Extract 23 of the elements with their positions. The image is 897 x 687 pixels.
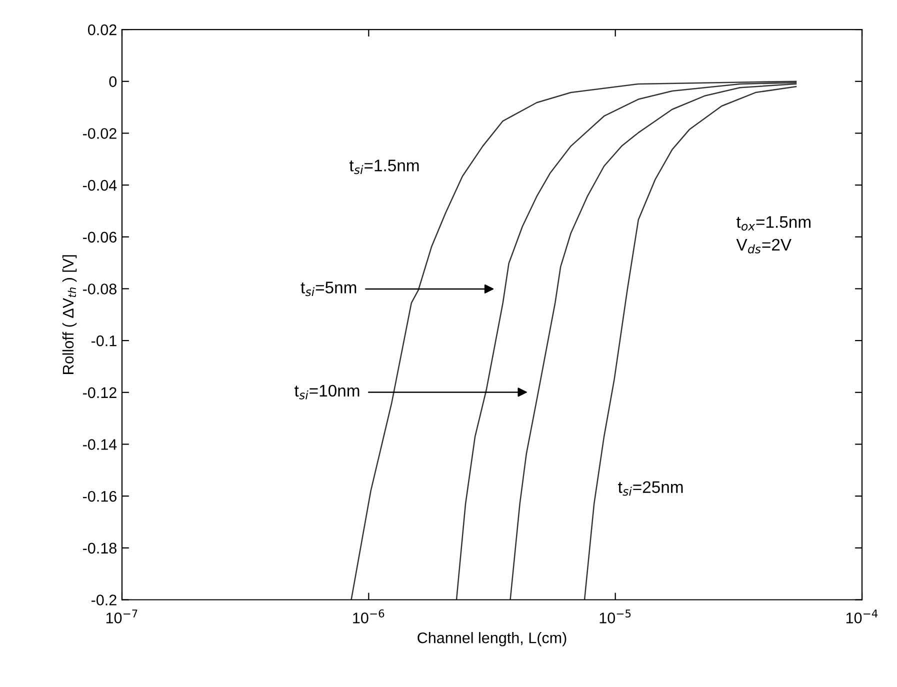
x-tick-label: 10$^{−5}$ xyxy=(600,610,631,624)
y-tick-label: -0.12 xyxy=(82,387,116,398)
annotation: t$_{ox}$=1.5nm V$_{ds}$=2V xyxy=(736,216,810,254)
x-tick-label: 10$^{−7}$ xyxy=(106,610,138,624)
y-tick-label: -0.04 xyxy=(82,180,117,191)
y-tick-label: -0.2 xyxy=(91,594,116,606)
y-tick-label: 0 xyxy=(109,76,117,88)
text: t$_{si}$=1.5nm xyxy=(349,160,419,174)
y-tick-label: -0.1 xyxy=(91,335,116,346)
y-tick-label: -0.08 xyxy=(82,284,116,294)
y-axis-title: Rolloff ( ΔV$_{th}$ ) [V] xyxy=(62,255,77,374)
y-tick-label: -0.06 xyxy=(82,232,116,243)
x-tick-label: 10$^{−6}$ xyxy=(353,609,384,624)
y-tick-label: 0.02 xyxy=(88,24,116,36)
text: t$_{si}$=10nm xyxy=(294,384,360,400)
y-tick-label: -0.02 xyxy=(82,128,116,139)
x-tick-label: 10$^{−4}$ xyxy=(846,610,878,624)
y-tick-label: -0.18 xyxy=(82,542,116,554)
text: t$_{si}$=5nm xyxy=(300,282,356,296)
y-tick-label: -0.14 xyxy=(82,439,117,450)
y-tick-label: -0.16 xyxy=(82,490,116,502)
x-axis-title: Channel length, L(cm) xyxy=(418,632,566,646)
series-label: t$_{si}$=25nm xyxy=(618,481,683,496)
